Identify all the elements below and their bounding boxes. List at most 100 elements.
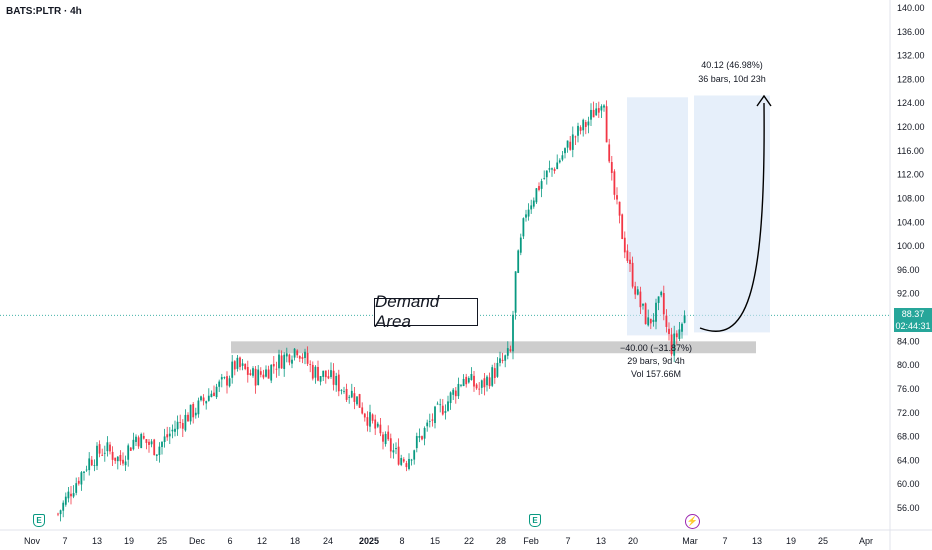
candle-body <box>181 423 184 429</box>
candle-body <box>127 445 130 460</box>
candle <box>509 345 512 353</box>
candle-body <box>475 384 478 389</box>
candle-body <box>283 354 286 369</box>
candle-body <box>447 401 449 411</box>
candle-body <box>584 122 587 127</box>
candle-body <box>210 393 213 398</box>
time-tick-label: 6 <box>227 536 232 546</box>
price-tick-label: 128.00 <box>897 74 925 84</box>
time-axis[interactable]: Nov 7 13 19 25 Dec 6 12 18 24 2025 8 15 22 28 Feb 7 13 20 M… <box>24 536 873 546</box>
earnings-event-icon[interactable]: E <box>33 514 45 527</box>
candle-body <box>340 389 343 391</box>
demand-area-label[interactable]: Demand Area <box>374 292 478 331</box>
candle <box>106 436 109 457</box>
candle-body <box>184 414 187 431</box>
candle <box>371 413 374 424</box>
candle <box>480 379 483 394</box>
candle <box>220 373 223 388</box>
candle <box>280 350 283 369</box>
candle <box>72 485 75 499</box>
candle-body <box>314 366 317 378</box>
candle <box>111 446 114 466</box>
candle-body <box>270 364 273 381</box>
dividend-event-icon[interactable]: ⚡ <box>685 514 700 529</box>
candle-body <box>239 357 241 368</box>
candle <box>522 217 525 239</box>
candle-body <box>439 404 442 406</box>
time-tick-label: 12 <box>257 536 267 546</box>
candle <box>376 421 379 429</box>
candle-body <box>431 419 434 421</box>
current-price-tag: 88.37 02:44:31 <box>894 308 932 332</box>
candle-body <box>501 359 504 361</box>
candle-body <box>322 370 325 377</box>
time-tick-label: Dec <box>189 536 206 546</box>
candle-body <box>605 106 608 143</box>
candle <box>436 401 439 405</box>
candle <box>590 103 592 127</box>
demand-zone <box>231 341 756 354</box>
candle-body <box>509 349 512 351</box>
measure-down-text: 29 bars, 9d 4h <box>627 356 685 366</box>
candle-body <box>194 412 197 416</box>
candle-body <box>332 370 335 385</box>
candle-body <box>59 510 62 515</box>
candle <box>600 104 603 119</box>
candle <box>408 453 410 471</box>
measure-down-text: −40.00 (−31.87%) <box>620 343 692 353</box>
candle <box>387 425 390 441</box>
price-tick-label: 104.00 <box>897 217 925 227</box>
candle-body <box>166 434 169 438</box>
candle-body <box>93 465 96 466</box>
candle <box>88 452 91 476</box>
candle-body <box>150 441 153 445</box>
candle <box>426 419 429 432</box>
measure-zones <box>231 95 770 354</box>
candle <box>574 135 577 145</box>
candle <box>93 459 96 472</box>
candle <box>670 327 673 357</box>
candle <box>665 309 668 333</box>
candle-body <box>226 376 228 386</box>
candle-body <box>408 458 410 469</box>
candle <box>187 412 189 422</box>
price-axis[interactable]: 140.00 136.00 132.00 128.00 124.00 120.00 116.… <box>897 3 925 513</box>
candle <box>340 389 343 395</box>
candle-body <box>519 237 522 253</box>
candle-body <box>70 493 72 497</box>
candle-body <box>564 148 566 154</box>
candle <box>168 427 171 445</box>
candle-body <box>454 390 457 397</box>
candle-body <box>421 436 423 440</box>
candle <box>57 512 59 517</box>
candle <box>538 182 540 192</box>
candle <box>98 440 101 458</box>
candle <box>486 375 488 392</box>
earnings-event-icon[interactable]: E <box>529 514 541 527</box>
candle <box>418 428 421 443</box>
time-tick-label: 2025 <box>359 536 379 546</box>
candle-body <box>379 424 382 434</box>
time-tick-label: 7 <box>722 536 727 546</box>
candle <box>460 383 462 388</box>
candle <box>236 355 239 372</box>
bar-countdown: 02:44:31 <box>895 321 931 331</box>
candle-body <box>265 369 267 377</box>
candle-body <box>72 493 75 497</box>
candle <box>525 209 527 222</box>
candle-body <box>140 434 143 449</box>
candle <box>532 197 535 209</box>
candle <box>413 449 416 465</box>
candle <box>330 362 332 379</box>
candle <box>150 439 153 448</box>
price-tick-label: 120.00 <box>897 122 925 132</box>
candle-body <box>233 361 236 370</box>
candle-body <box>551 168 553 170</box>
candle <box>454 387 457 404</box>
candle-body <box>436 403 439 405</box>
candle <box>587 116 590 134</box>
candle-body <box>556 162 559 170</box>
time-tick-label: Feb <box>523 536 539 546</box>
candle <box>449 391 452 410</box>
